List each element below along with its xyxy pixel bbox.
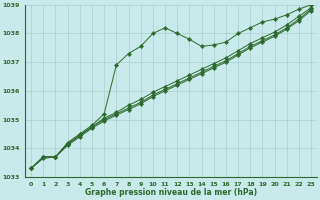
X-axis label: Graphe pression niveau de la mer (hPa): Graphe pression niveau de la mer (hPa)	[85, 188, 257, 197]
